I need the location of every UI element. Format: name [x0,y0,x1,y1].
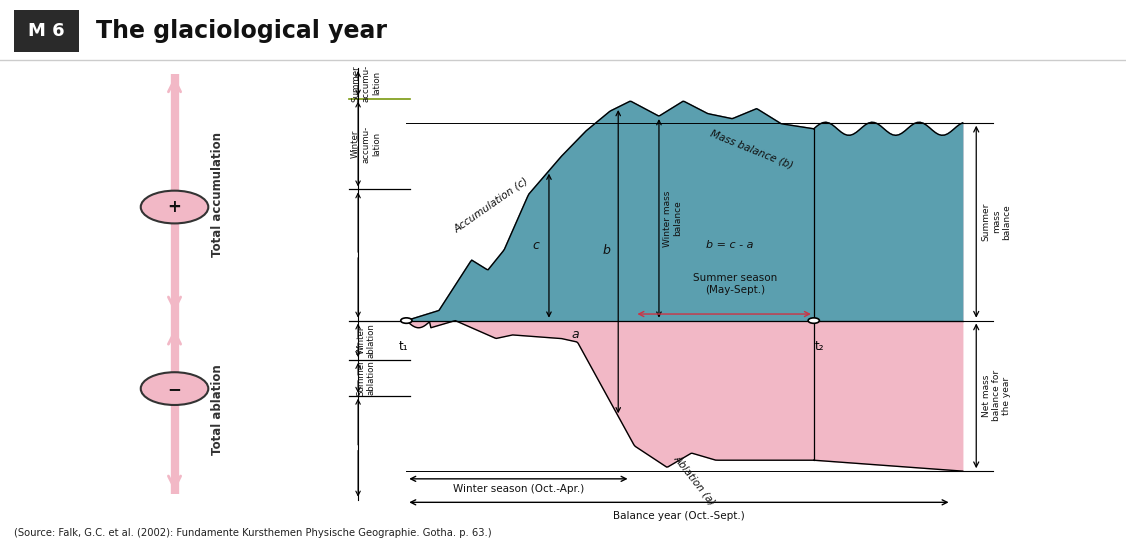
Text: −: − [168,379,181,397]
Polygon shape [406,102,814,321]
Text: Winter
accumu-
lation: Winter accumu- lation [351,126,381,163]
Text: +: + [168,198,181,216]
Bar [0,0,1126,60]
Text: Total ablation: Total ablation [211,365,224,455]
Text: Ablation (a): Ablation (a) [672,453,717,507]
Bar [14,10,79,52]
Text: The glaciological year: The glaciological year [96,19,386,43]
Text: Balance year (Oct.-Sept.): Balance year (Oct.-Sept.) [613,511,744,520]
Text: a: a [571,328,579,341]
Text: b: b [604,244,611,257]
Text: Winter mass
balance: Winter mass balance [663,190,682,247]
Text: Accumulation (c): Accumulation (c) [452,175,530,234]
Text: c: c [531,239,539,252]
Text: t₂: t₂ [814,340,824,353]
Text: Net mass
balance for
the year: Net mass balance for the year [982,370,1011,422]
Polygon shape [406,102,963,471]
Text: Winter
ablation: Winter ablation [356,323,376,358]
Polygon shape [814,122,963,321]
Circle shape [808,318,820,323]
Circle shape [401,318,412,323]
Text: (Source: Falk, G.C. et al. (2002): Fundamente Kursthemen Physische Geographie. G: (Source: Falk, G.C. et al. (2002): Funda… [14,528,491,538]
Circle shape [141,191,208,223]
Text: Summer
ablation: Summer ablation [356,360,376,396]
Text: Summer season
(May-Sept.): Summer season (May-Sept.) [694,274,778,295]
Text: M 6: M 6 [28,22,64,39]
Text: Mass balance (b): Mass balance (b) [709,128,795,170]
Text: Winter season (Oct.-Apr.): Winter season (Oct.-Apr.) [453,484,584,494]
Text: Summer
accumu-
lation: Summer accumu- lation [351,65,381,102]
Text: b = c - a: b = c - a [706,240,753,250]
Text: Total accumulation: Total accumulation [211,132,224,257]
Circle shape [141,372,208,405]
Text: Summer
mass
balance: Summer mass balance [982,203,1011,241]
Text: t₁: t₁ [399,340,408,353]
